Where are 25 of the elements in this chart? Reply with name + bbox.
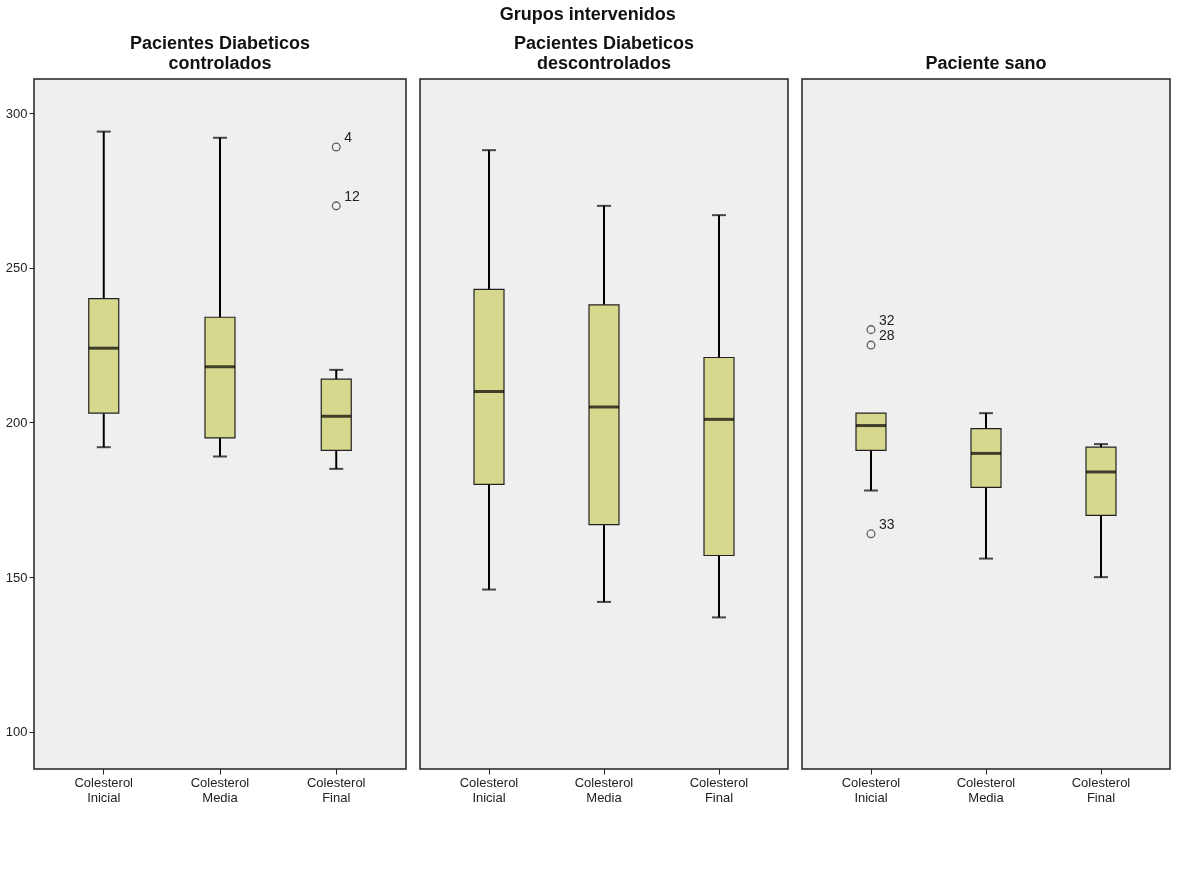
text: Pacientes Diabeticos	[513, 33, 695, 53]
x-tick-label: Colesterol Inicial	[459, 774, 519, 805]
x-tick-label: Colesterol Media	[956, 774, 1016, 805]
x-tick-label: Colesterol Inicial	[74, 774, 134, 805]
x-tick-label: Colesterol Media	[574, 774, 634, 805]
chart-title: Paciente sano	[925, 53, 1047, 73]
annotation: 4	[344, 129, 353, 146]
annotation: 12	[344, 187, 361, 204]
x-tick-label: Colesterol Final	[306, 774, 366, 805]
y-tick-label: 150	[5, 569, 28, 585]
annotation: 33	[879, 515, 895, 532]
y-tick-label: 250	[5, 260, 28, 276]
text: Grupos intervenidos	[499, 4, 676, 25]
text: descontrolados	[536, 53, 672, 73]
x-tick-label: Colesterol Inicial	[841, 774, 901, 805]
text: Pacientes Diabeticos	[129, 33, 311, 53]
annotation: 32	[879, 311, 895, 328]
x-tick-label: Colesterol Final	[689, 774, 749, 805]
annotation: 28	[879, 327, 895, 344]
y-tick-label: 200	[5, 414, 28, 430]
text: controlados	[168, 53, 272, 73]
x-tick-label: Colesterol Media	[190, 774, 250, 805]
y-tick-label: 100	[5, 724, 28, 740]
y-tick-label: 300	[5, 105, 28, 121]
x-tick-label: Colesterol Final	[1071, 774, 1131, 805]
